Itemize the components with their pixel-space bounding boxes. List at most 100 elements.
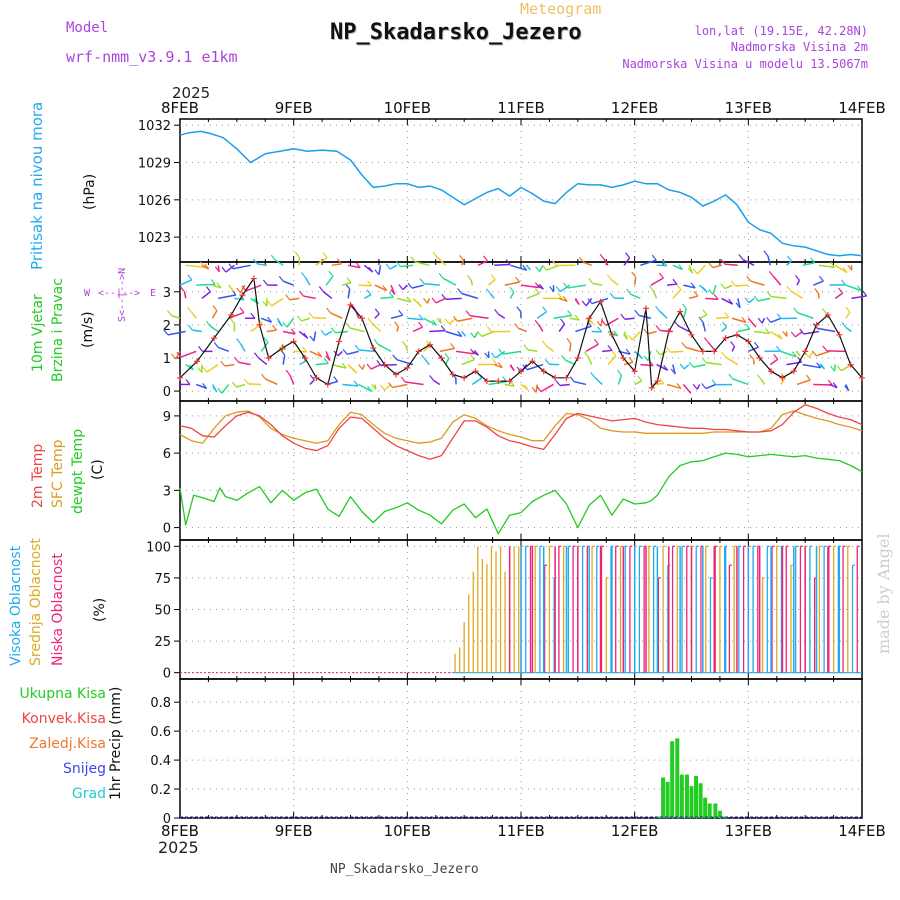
wind-barb-flag — [753, 295, 759, 302]
wind-barb-flag — [516, 306, 522, 313]
wind-barb-flag — [536, 386, 542, 392]
wind-barb-flag — [768, 271, 774, 277]
wind-barb — [592, 282, 603, 286]
wind-barb-flag — [794, 274, 800, 281]
wind-barb — [315, 362, 329, 366]
wind-barb — [685, 346, 700, 353]
wind-barb — [423, 317, 437, 326]
wind-barb-flag — [692, 383, 698, 390]
wind-barb — [672, 289, 682, 299]
y-tick-label: 3 — [163, 286, 171, 301]
wind-barb — [610, 279, 619, 286]
wind-barb-flag — [484, 352, 490, 359]
wind-barb-flag — [574, 314, 580, 321]
wind-speed-marker — [824, 311, 831, 318]
wind-barb-flag — [702, 309, 708, 316]
wind-barb — [594, 376, 603, 385]
wind-barb-flag — [663, 364, 669, 371]
wind-barb — [659, 310, 668, 319]
wind-barb — [201, 291, 211, 299]
wind-barb-flag — [436, 317, 442, 324]
wind-barb — [600, 318, 603, 327]
wind-barb — [429, 329, 446, 333]
wind-barb-flag — [345, 322, 351, 329]
wind-barb — [347, 288, 351, 299]
wind-speed-marker — [745, 338, 752, 345]
wind-barb-flag — [353, 380, 359, 387]
wind-barb-flag — [625, 348, 631, 355]
wind-barb-flag — [486, 326, 492, 333]
wind-speed-marker — [608, 331, 615, 338]
wind-speed-marker — [239, 292, 246, 299]
wind-barb-flag — [757, 317, 763, 324]
wind-barb-flag — [686, 387, 692, 394]
wind-barb-flag — [818, 275, 824, 282]
wind-barb — [724, 263, 738, 267]
wind-barb-flag — [423, 297, 428, 304]
wind-barb-flag — [450, 342, 456, 349]
wind-barb — [737, 328, 750, 333]
wind-barb-flag — [606, 274, 612, 281]
wind-barb-flag — [827, 379, 833, 386]
wind-barb — [559, 284, 571, 293]
wind-barb-flag — [845, 306, 851, 313]
y-tick-label: 0 — [163, 667, 171, 682]
wind-barb-flag — [336, 258, 342, 265]
wind-barb-flag — [301, 272, 306, 278]
wind-barb — [445, 330, 462, 338]
wind-speed-marker — [347, 302, 354, 309]
top-time-tick-label: 12FEB — [611, 99, 658, 117]
wind-barb — [780, 377, 786, 385]
wind-barb — [558, 323, 566, 332]
wind-barb — [436, 256, 447, 266]
wind-barb — [473, 331, 479, 339]
wind-barb-flag — [773, 353, 779, 360]
y-tick-label: 0 — [163, 812, 171, 827]
wind-barb-flag — [429, 375, 435, 381]
wind-barb-flag — [703, 337, 709, 343]
wind-barb-flag — [398, 309, 404, 316]
wind-barb-flag — [648, 285, 654, 291]
wind-speed-marker — [597, 298, 604, 305]
wind-barb — [769, 330, 783, 340]
wind-barb — [489, 293, 495, 299]
wind-barb — [797, 312, 814, 319]
wind-barb-flag — [596, 320, 602, 327]
wind-barb — [211, 310, 218, 319]
wind-speed-marker — [552, 374, 559, 381]
wind-barb — [322, 291, 333, 299]
wind-barb-flag — [766, 291, 772, 297]
wind-barb — [337, 350, 343, 357]
wind-barb-flag — [655, 349, 661, 356]
y-tick-label: 6 — [163, 447, 171, 462]
wind-barb-flag — [534, 288, 540, 294]
wind-barb-flag — [322, 252, 328, 259]
wind-barb-flag — [607, 344, 613, 351]
wind-barb-flag — [702, 286, 708, 293]
wind-barb-flag — [583, 351, 589, 358]
wind-barb-flag — [212, 386, 218, 393]
wind-speed-marker — [265, 354, 272, 361]
wind-barb-flag — [509, 380, 515, 387]
wind-barb — [371, 322, 382, 333]
wind-barb-flag — [728, 373, 734, 380]
wind-barb — [536, 311, 548, 319]
wind-barb — [309, 350, 323, 358]
wind-barb — [358, 383, 372, 393]
wind-barb — [444, 357, 450, 365]
wind-barb-flag — [477, 331, 483, 337]
wind-barb-flag — [810, 257, 816, 264]
wind-barb — [712, 264, 722, 269]
wind-barb-flag — [470, 332, 476, 339]
wind-barb — [257, 357, 268, 366]
wind-barb — [304, 277, 311, 286]
wind-barb — [239, 284, 246, 294]
wind-barb-flag — [541, 340, 547, 347]
wind-speed-marker — [302, 354, 309, 361]
wind-barb-flag — [672, 278, 678, 285]
wind-speed-marker — [279, 345, 286, 352]
wind-barb — [677, 325, 690, 333]
wind-barb — [772, 275, 782, 286]
wind-speed-marker — [631, 368, 638, 375]
